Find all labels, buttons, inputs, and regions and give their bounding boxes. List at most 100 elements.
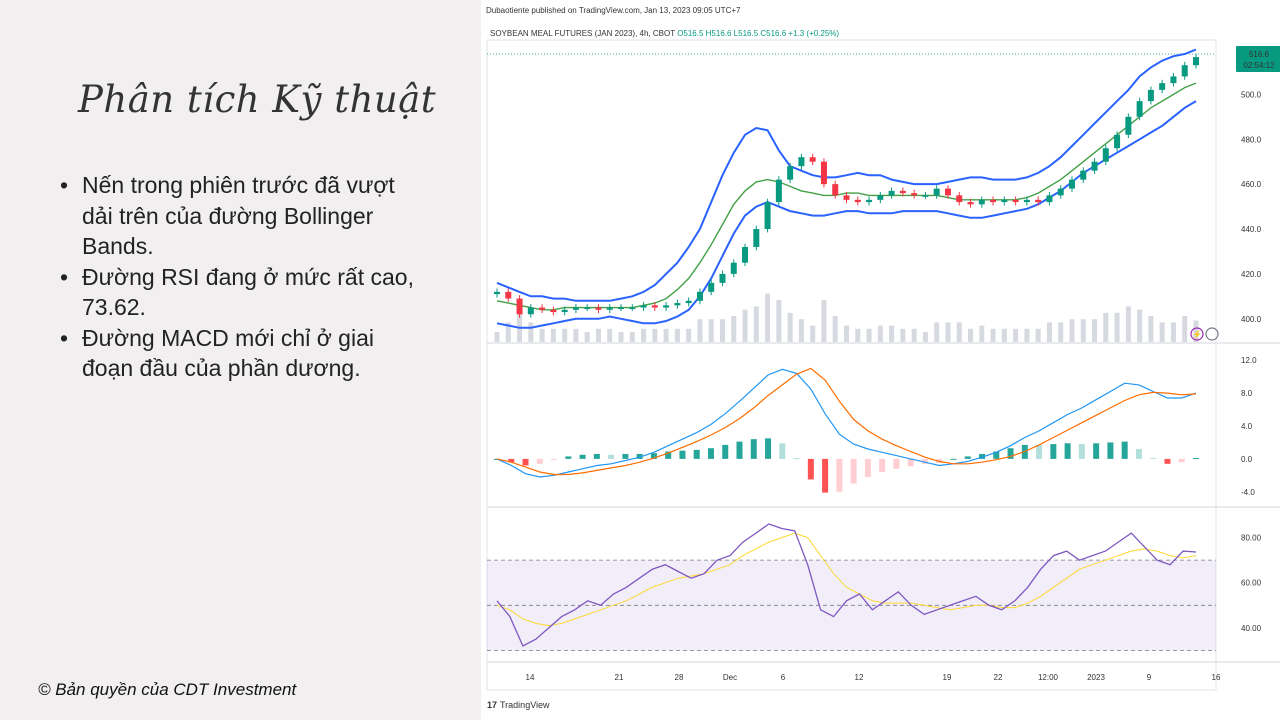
- publisher-line: Dubaotiente published on TradingView.com…: [486, 6, 741, 15]
- volume-bar: [652, 328, 658, 342]
- macd-histogram-bar: [979, 453, 986, 459]
- volume-bar: [641, 328, 647, 342]
- volume-bar: [776, 300, 782, 342]
- candle-body: [494, 291, 500, 295]
- volume-bar: [550, 328, 556, 342]
- macd-tick-label: 4.0: [1241, 422, 1253, 431]
- candle-body: [1080, 170, 1087, 180]
- macd-histogram-bar: [807, 458, 814, 480]
- volume-bar: [1170, 322, 1176, 342]
- candle-body: [663, 305, 670, 308]
- candle-body: [550, 309, 557, 313]
- x-tick-label: 12: [855, 673, 864, 682]
- candle-body: [787, 166, 794, 180]
- candle-body: [1001, 199, 1008, 203]
- volume-bar: [573, 328, 579, 342]
- candle-body: [877, 195, 884, 200]
- rsi-ma-line: [496, 532, 1197, 627]
- copyright-note: © Bản quyền của CDT Investment: [38, 680, 297, 699]
- volume-bar: [1024, 328, 1030, 342]
- rsi-line: [496, 523, 1197, 647]
- candle-body: [888, 190, 895, 196]
- macd-histogram-bar: [793, 458, 800, 460]
- candle-body: [1159, 83, 1166, 90]
- candle-body: [618, 307, 625, 310]
- bullet-item: Đường RSI đang ở mức rất cao, 73.62.: [58, 262, 430, 323]
- candle-body: [1091, 161, 1098, 171]
- macd-tick-label: 12.0: [1241, 356, 1257, 365]
- volume-bar: [900, 328, 906, 342]
- candle-body: [1035, 199, 1042, 203]
- bullet-list: Nến trong phiên trước đã vượt dải trên c…: [58, 170, 430, 384]
- volume-bar: [719, 319, 725, 342]
- candle-body: [539, 307, 546, 310]
- volume-bar: [968, 328, 974, 342]
- volume-bar: [821, 300, 827, 342]
- volume-bar: [1058, 322, 1064, 342]
- volume-bar: [877, 325, 883, 342]
- x-tick-label: 9: [1147, 673, 1152, 682]
- candle-body: [978, 199, 985, 205]
- x-tick-label: Dec: [723, 673, 737, 682]
- macd-histogram-bar: [536, 458, 543, 464]
- volume-bar: [663, 328, 669, 342]
- volume-bar: [866, 328, 872, 342]
- macd-histogram-bar: [864, 458, 871, 477]
- candle-body: [640, 305, 647, 308]
- volume-bar: [844, 325, 849, 342]
- x-tick-label: 19: [943, 673, 952, 682]
- earnings-icon: [1205, 327, 1219, 341]
- x-tick-label: 14: [526, 673, 535, 682]
- candle-body: [742, 246, 749, 263]
- macd-histogram-bar: [722, 444, 729, 459]
- macd-histogram-bar: [850, 458, 857, 484]
- volume-bar: [517, 309, 523, 342]
- macd-histogram-bar: [1078, 444, 1085, 459]
- volume-bar: [1103, 312, 1109, 342]
- volume-bar: [505, 322, 511, 342]
- slide-title: Phân tích Kỹ thuật: [78, 78, 437, 121]
- volume-bar: [765, 293, 771, 342]
- candle-body: [922, 195, 929, 197]
- volume-bar: [832, 316, 838, 342]
- macd-histogram-bar: [1036, 444, 1043, 459]
- volume-bar: [1137, 309, 1143, 342]
- candle-body: [956, 195, 963, 203]
- candle-body: [753, 229, 760, 247]
- macd-histogram-bar: [736, 441, 743, 459]
- candle-body: [674, 303, 681, 306]
- x-tick-label: 16: [1212, 673, 1221, 682]
- volume-bar: [1080, 319, 1086, 342]
- candle-body: [1057, 188, 1064, 196]
- candle-body: [899, 190, 906, 194]
- tradingview-chart-panel: [481, 0, 1280, 720]
- macd-histogram-bar: [1064, 443, 1071, 459]
- candle-body: [832, 184, 839, 196]
- macd-histogram-bar: [551, 458, 558, 460]
- candle-body: [1181, 65, 1188, 77]
- macd-signal-line: [496, 367, 1197, 476]
- candle-body: [1193, 57, 1199, 66]
- price-chart-svg[interactable]: 400.0420.0440.0460.0480.0500.0520.0516.6…: [481, 0, 1280, 720]
- volume-bar: [1092, 319, 1098, 342]
- macd-histogram-bar: [636, 453, 643, 459]
- volume-bar: [1148, 316, 1154, 342]
- macd-histogram-bar: [879, 458, 886, 473]
- x-tick-label: 28: [675, 673, 684, 682]
- macd-line: [496, 368, 1197, 478]
- volume-bar: [787, 312, 793, 342]
- candle-body: [1125, 116, 1132, 135]
- x-tick-label: 6: [781, 673, 786, 682]
- volume-bar: [742, 309, 748, 342]
- candle-body: [516, 298, 523, 315]
- volume-bar: [1114, 312, 1120, 342]
- bollinger-upper-band: [496, 48, 1197, 302]
- candle-body: [730, 262, 737, 274]
- tradingview-logo-text: TradingView: [500, 700, 550, 710]
- tradingview-logo-icon: 17: [487, 700, 498, 710]
- ohlc-values: O516.5 H516.6 L516.5 C516.6 +1.3 (+0.25%…: [677, 29, 840, 38]
- candle-body: [1170, 76, 1177, 84]
- candle-body: [843, 195, 850, 200]
- macd-histogram-bar: [1050, 444, 1057, 459]
- volume-bar: [1125, 306, 1131, 342]
